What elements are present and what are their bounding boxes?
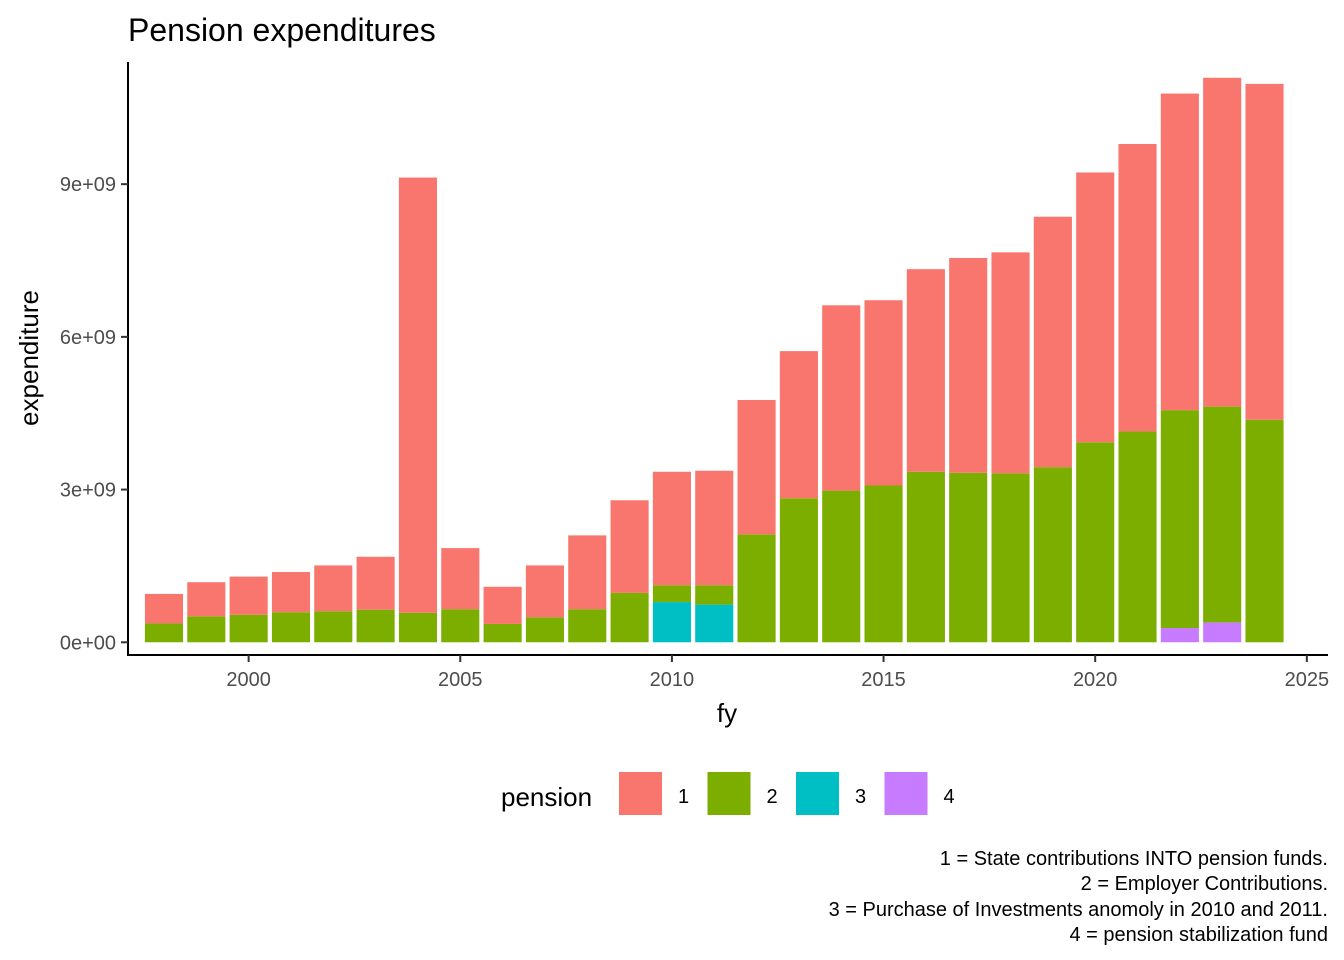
bar-series-1-2013 [779,351,818,499]
bar-series-2-2024 [1245,419,1284,643]
bar-series-2-2018 [991,473,1030,643]
bars-layer [144,77,1284,643]
bar-series-1-1999 [187,582,226,617]
legend-key-3 [796,772,839,815]
bar-series-1-2022 [1160,93,1199,411]
y-tick-label: 6e+09 [60,327,116,349]
bar-series-2-2008 [568,609,607,643]
x-axis-title: fy [717,698,737,728]
x-tick-label: 2020 [1073,669,1118,691]
bar-series-2-2016 [906,471,945,643]
legend-key-2 [707,772,751,815]
bar-series-2-2013 [779,498,818,643]
y-axis-title: expenditure [14,290,44,426]
bar-series-1-2015 [864,300,903,486]
caption: 1 = State contributions INTO pension fun… [829,848,1328,946]
bar-series-2-2014 [822,490,861,643]
bar-series-4-2022 [1160,628,1199,643]
bar-series-1-2018 [991,252,1030,474]
bar-series-1-1998 [144,593,184,624]
bar-series-1-2017 [949,257,988,473]
bar-series-2-2020 [1076,442,1115,643]
bar-series-1-2019 [1033,216,1072,468]
bar-series-1-2002 [314,565,353,612]
legend-key-4 [884,772,928,815]
bar-series-2-2017 [949,472,988,643]
bar-series-1-2020 [1076,172,1115,443]
bar-series-2-2003 [356,609,395,643]
bar-series-1-2003 [356,556,395,610]
y-tick-label: 9e+09 [60,174,116,196]
caption-line: 3 = Purchase of Investments anomoly in 2… [829,899,1328,921]
caption-line: 4 = pension stabilization fund [1069,924,1328,946]
x-axis-ticks: 2000 2005 2010 2015 2020 2025 [226,655,1329,691]
bar-series-1-2012 [737,399,776,535]
legend-label-1: 1 [678,786,689,808]
legend-label-3: 3 [855,786,866,808]
x-tick-label: 2025 [1285,669,1330,691]
caption-line: 2 = Employer Contributions. [1081,873,1328,895]
bar-series-2-2004 [398,612,437,643]
legend-title: pension [501,782,592,812]
y-axis-ticks: 0e+00 3e+09 6e+09 9e+09 [60,174,128,654]
chart-title: Pension expenditures [128,12,436,48]
y-tick-label: 3e+09 [60,480,116,502]
bar-series-1-2021 [1118,143,1157,432]
bar-series-1-2006 [483,586,522,624]
legend-label-4: 4 [944,786,955,808]
caption-line: 1 = State contributions INTO pension fun… [940,848,1328,870]
bar-series-2-2009 [610,592,649,643]
bar-series-2-2011 [695,585,734,605]
bar-series-2-2021 [1118,431,1157,643]
bar-series-4-2023 [1203,622,1242,643]
bar-series-1-2009 [610,500,649,593]
x-tick-label: 2010 [650,669,695,691]
bar-series-2-1999 [187,616,226,643]
bar-series-1-2001 [271,572,311,613]
bar-series-2-2023 [1203,406,1242,623]
bar-series-2-2012 [737,534,776,643]
bar-series-1-2014 [822,305,861,491]
x-tick-label: 2000 [226,669,271,691]
bar-series-1-2024 [1245,83,1284,420]
bar-series-1-2007 [525,565,564,618]
bar-series-2-2005 [441,609,480,643]
bar-series-2-2002 [314,611,353,643]
bar-series-3-2011 [695,604,734,643]
legend: pension 1 2 3 4 [501,772,955,815]
bar-series-1-2004 [398,177,437,613]
legend-label-2: 2 [767,786,778,808]
bar-series-2-2006 [483,623,522,643]
bar-series-2-2000 [229,614,268,643]
bar-series-2-2010 [652,585,691,603]
bar-series-1-2005 [441,548,480,610]
bar-series-2-1998 [144,623,184,643]
bar-series-2-2019 [1033,467,1072,643]
bar-series-1-2010 [652,471,691,586]
bar-series-1-2011 [695,470,734,586]
legend-key-1 [619,772,662,815]
bar-series-2-2007 [525,617,564,643]
y-tick-label: 0e+00 [60,632,116,654]
bar-series-1-2023 [1203,77,1242,407]
bar-series-1-2000 [229,576,268,615]
bar-series-2-2015 [864,485,903,643]
bar-series-2-2001 [271,612,311,643]
x-tick-label: 2005 [438,669,483,691]
bar-series-3-2010 [652,602,691,643]
x-tick-label: 2015 [861,669,906,691]
bar-series-1-2008 [568,535,607,610]
bar-series-2-2022 [1160,410,1199,629]
bar-series-1-2016 [906,269,945,472]
